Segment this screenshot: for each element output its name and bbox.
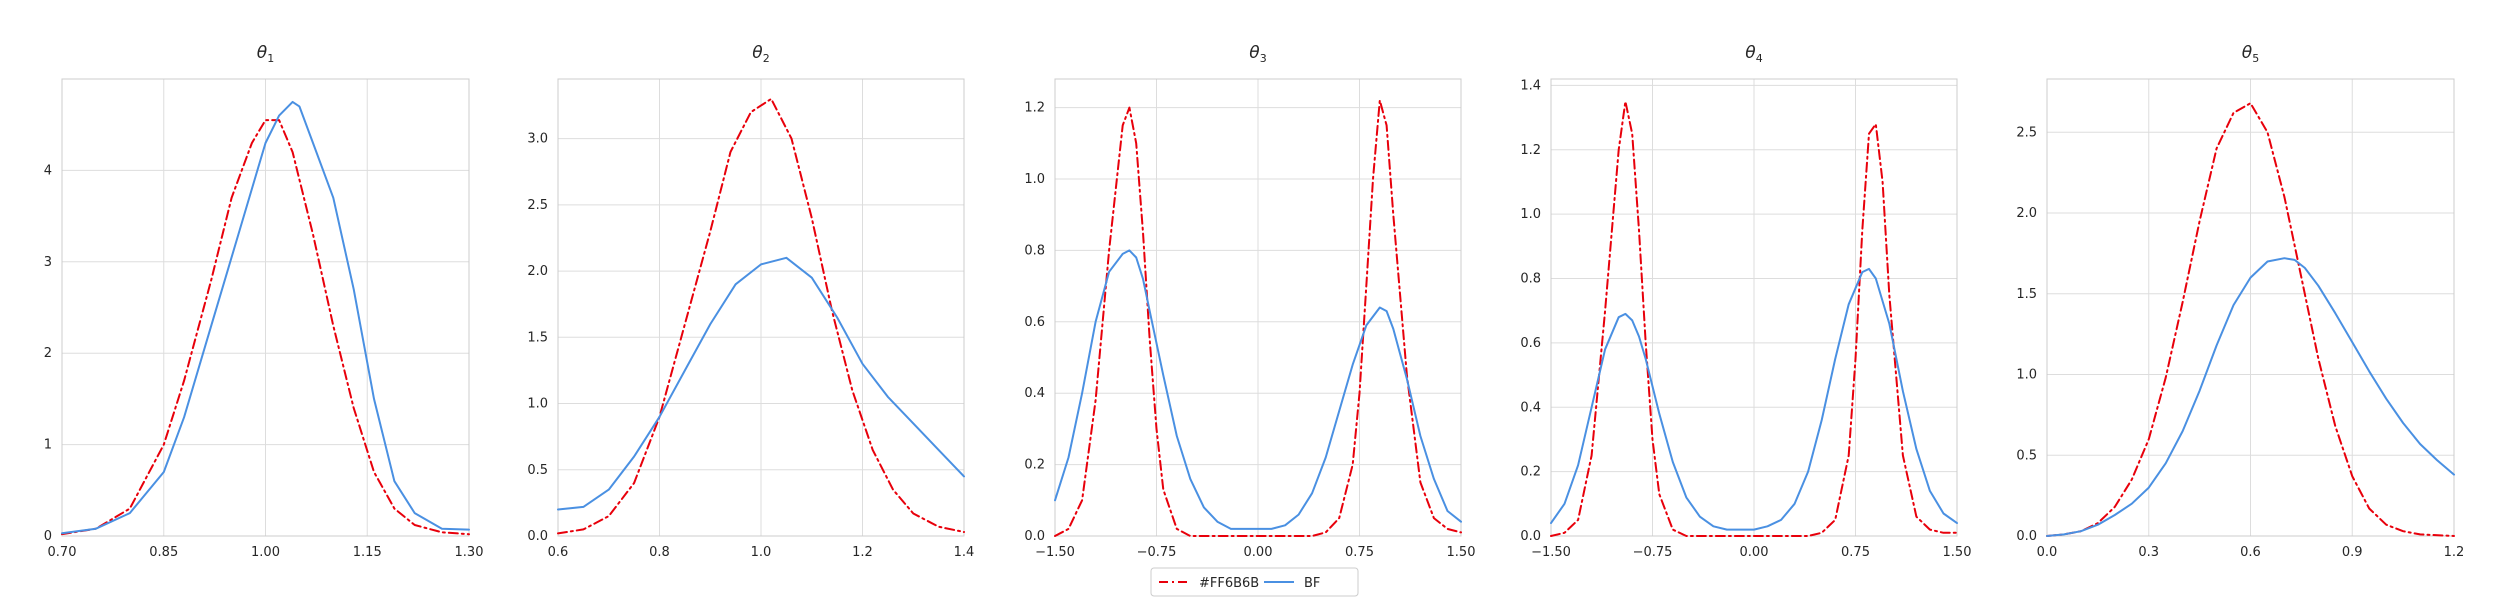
x-tick-label: 1.2 [2444,545,2465,560]
panel-title: θ5 [2242,43,2259,65]
series-1-line [557,97,965,535]
y-tick-label: 1.0 [1520,207,1541,222]
y-tick-label: 0.6 [1024,315,1045,330]
series-2-line [1550,267,1958,531]
y-tick-label: 1.2 [1024,101,1045,116]
panel-2: 0.6 0.8 1.0 1.2 1.4 0.0 0.5 1.0 1.5 2.0 2.5 3.0 θ2 [527,43,974,560]
y-tick-label: 0.0 [1024,529,1045,544]
series-1-line [1550,100,1958,537]
legend: #FF6B6B BF [1150,567,1359,597]
panel-title: θ1 [257,43,274,65]
x-tick-label: 0.9 [2342,545,2363,560]
title-subscript: 5 [2252,52,2259,65]
y-tick-label: 0.6 [1520,336,1541,351]
y-tick-label: 1.0 [527,397,548,412]
y-tick-label: 0 [44,529,52,544]
x-tick-label: 0.0 [2037,545,2058,560]
y-tick-label: 2.0 [527,264,548,279]
panel-3: −1.50 −0.75 0.00 0.75 1.50 0.0 0.2 0.4 0.6 0.8 1.0… [1024,43,1475,560]
y-tick-label: 2.5 [2016,125,2037,140]
x-tick-label: 1.50 [1943,545,1972,560]
y-tick-label: 1.0 [2016,368,2037,383]
y-tick-label: 0.8 [1024,243,1045,258]
y-tick-label: 0.0 [2016,529,2037,544]
y-tick-label: 1.2 [1520,143,1541,158]
x-tick-label: −1.50 [1531,545,1571,560]
title-symbol: θ [752,43,763,63]
y-tick-label: 0.2 [1520,465,1541,480]
plot-frame [557,78,965,537]
title-symbol: θ [1745,43,1756,63]
x-tick-label: 0.00 [1740,545,1769,560]
series-2-line [1054,249,1462,530]
x-tick-label: 1.30 [455,545,484,560]
y-tick-label: 0.2 [1024,458,1045,473]
y-tick-label: 0.4 [1024,386,1045,401]
x-tick-label: 0.70 [48,545,77,560]
y-tick-label: 0.4 [1520,400,1541,415]
y-tick-label: 4 [44,163,52,178]
x-tick-label: 0.85 [149,545,178,560]
y-tick-label: 0.0 [1520,529,1541,544]
series-1-line [2046,102,2455,537]
y-tick-label: 2.5 [527,198,548,213]
y-tick-label: 1.4 [1520,78,1541,93]
y-tick-label: 0.8 [1520,272,1541,287]
series-2-line [2046,257,2455,537]
title-symbol: θ [2242,43,2253,63]
panel-title: θ4 [1745,43,1762,65]
x-tick-label: 0.6 [548,545,569,560]
x-tick-label: 0.6 [2240,545,2261,560]
x-tick-label: 1.50 [1447,545,1476,560]
x-tick-label: 1.15 [353,545,382,560]
x-tick-label: 0.00 [1244,545,1273,560]
series-2-line [61,100,470,535]
x-tick-label: 1.2 [852,545,873,560]
y-tick-label: 1.5 [527,330,548,345]
title-subscript: 1 [267,52,274,65]
panel-title: θ3 [1249,43,1266,65]
title-symbol: θ [257,43,268,63]
x-tick-label: −0.75 [1137,545,1177,560]
title-symbol: θ [1249,43,1260,63]
series-1-line [1054,99,1462,537]
x-tick-label: −0.75 [1633,545,1673,560]
y-tick-label: 2.0 [2016,206,2037,221]
y-tick-label: 0.5 [527,463,548,478]
legend-label-2: BF [1304,576,1320,591]
panel-5: 0.0 0.3 0.6 0.9 1.2 0.0 0.5 1.0 1.5 2.0 2.5 θ5 [2016,43,2464,560]
series-2-line [557,256,965,511]
x-tick-label: 1.00 [251,545,280,560]
y-tick-label: 1.5 [2016,287,2037,302]
title-subscript: 3 [1260,52,1267,65]
x-tick-label: 1.0 [751,545,772,560]
x-tick-label: 0.8 [649,545,670,560]
y-tick-label: 0.0 [527,529,548,544]
title-subscript: 4 [1756,52,1763,65]
series-1-line [61,119,470,536]
x-tick-label: 0.75 [1345,545,1374,560]
y-tick-label: 3 [44,255,52,270]
y-tick-label: 1.0 [1024,172,1045,187]
legend-label-1: #FF6B6B [1199,576,1259,591]
plot-frame [2046,78,2455,537]
x-tick-label: −1.50 [1035,545,1075,560]
y-tick-label: 3.0 [527,132,548,147]
panel-4: −1.50 −0.75 0.00 0.75 1.50 0.0 0.2 0.4 0.6 0.8 1.0… [1520,43,1971,560]
title-subscript: 2 [763,52,770,65]
x-tick-label: 0.75 [1841,545,1870,560]
y-tick-label: 1 [44,438,52,453]
panel-title: θ2 [752,43,769,65]
plot-frame [61,78,470,537]
y-tick-label: 0.5 [2016,448,2037,463]
x-tick-label: 1.4 [954,545,975,560]
y-tick-label: 2 [44,346,52,361]
x-tick-label: 0.3 [2138,545,2159,560]
legend-box [1150,567,1359,597]
